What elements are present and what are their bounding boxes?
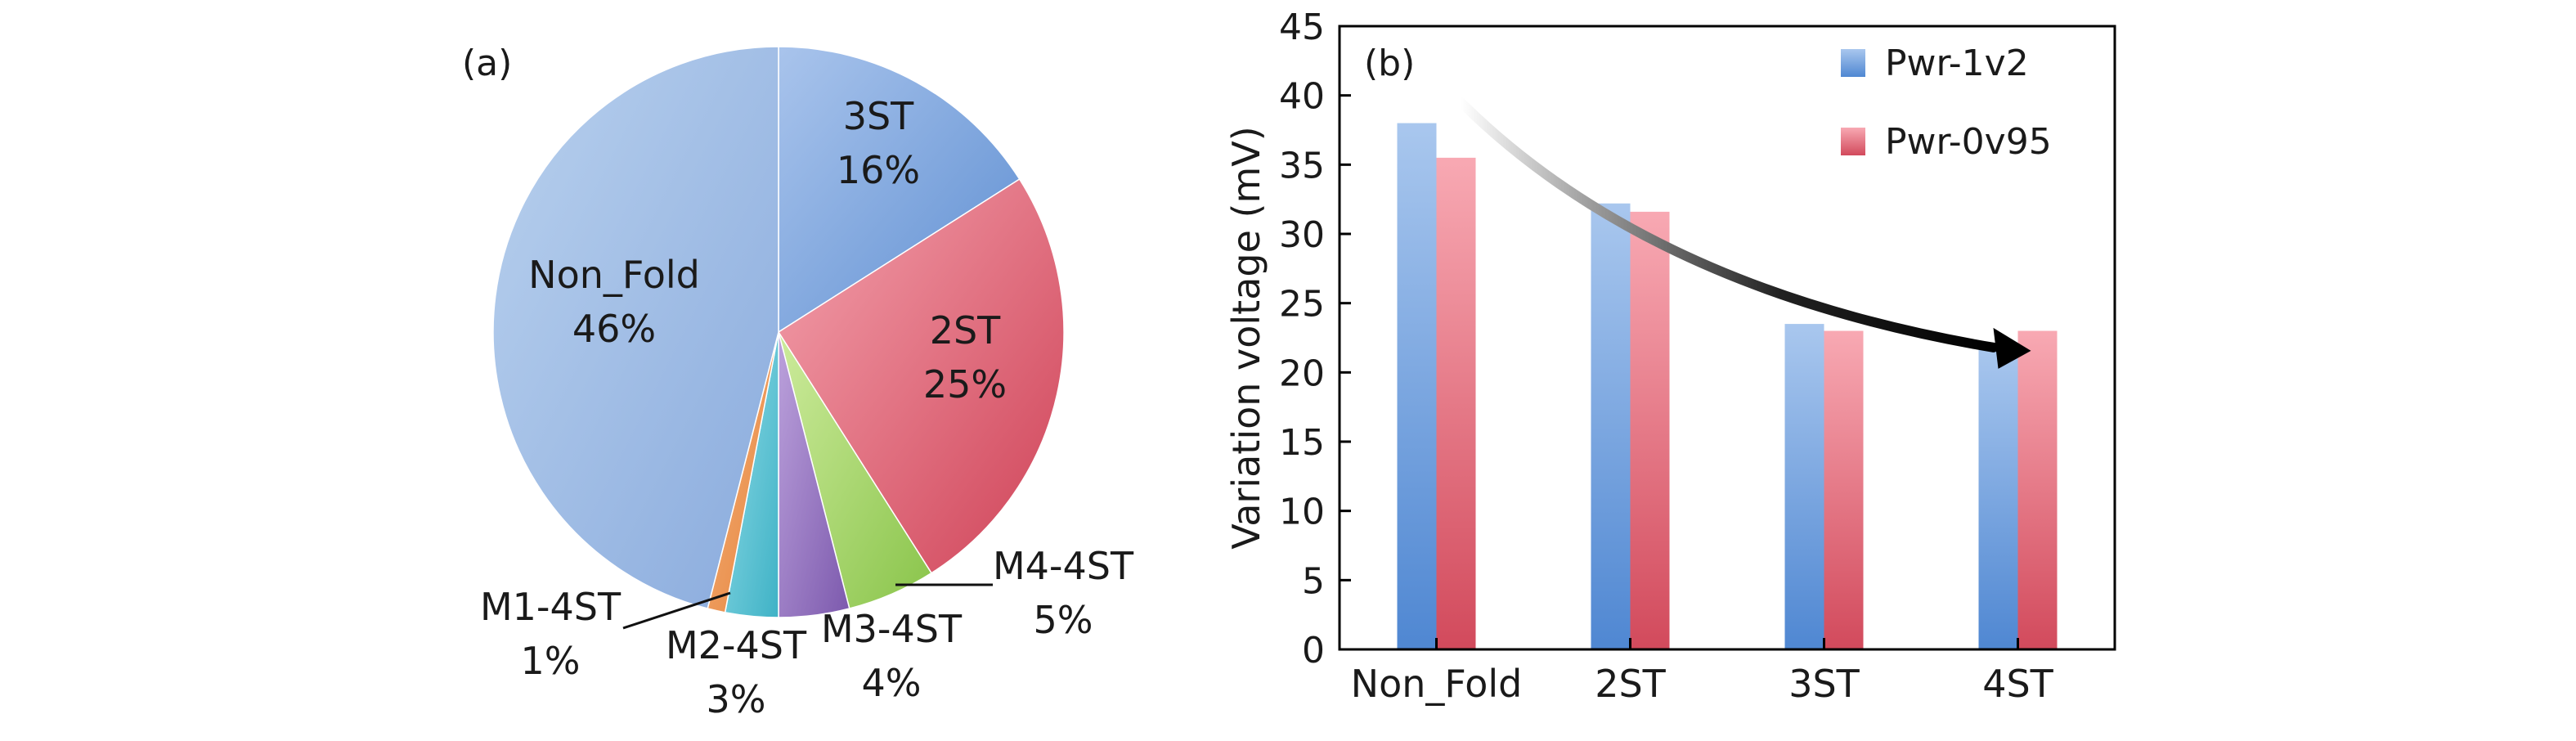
- pie-label-name: M3-4ST: [821, 607, 963, 651]
- pie-leader-lines: [622, 583, 993, 630]
- y-axis-ticks: 0 5 10 15 20 25 30 35 40 45: [1279, 7, 1351, 671]
- y-tick-label: 10: [1279, 492, 1325, 533]
- pie-label-percent: 16%: [837, 148, 920, 192]
- x-tick-label: Non_Fold: [1351, 662, 1523, 706]
- pie-slice-2st: [777, 177, 1065, 574]
- trend-arrow-shaft: [1456, 97, 1999, 353]
- y-tick-label: 20: [1279, 353, 1325, 394]
- legend-label: Pwr-0v95: [1885, 121, 2052, 163]
- y-tick-label: 25: [1279, 284, 1325, 326]
- bar-pwr-0v95-2st: [1630, 211, 1670, 649]
- bar-pwr-0v95-3st: [1824, 330, 1864, 649]
- bar-pwr-0v95-4st: [2017, 330, 2058, 649]
- legend-swatch: [1841, 128, 1865, 155]
- pie-slice-3st: [778, 46, 1021, 334]
- y-tick-label: 0: [1302, 630, 1325, 671]
- pie-label-percent: 1%: [521, 639, 581, 683]
- bar-chart-panel: 0 5 10 15 20 25 30 35 40 45 Non_Fold 2ST 3ST 4ST Var…: [1224, 7, 2116, 706]
- x-tick-label: 4ST: [1982, 662, 2053, 706]
- legend-swatch: [1841, 49, 1865, 77]
- pie-chart-panel: (a) 3ST 16% 2ST 25% M4-4ST 5% M3-4ST 4% M2-4ST 3%…: [462, 43, 1134, 721]
- bars: [1397, 123, 2058, 650]
- legend-label: Pwr-1v2: [1885, 43, 2029, 84]
- y-tick-label: 5: [1302, 560, 1325, 602]
- bar-pwr-1v2-2st: [1591, 203, 1631, 649]
- bar-pwr-0v95-non-fold: [1436, 157, 1476, 649]
- trend-arrow-head: [1993, 327, 2031, 369]
- y-tick-label: 15: [1279, 422, 1325, 464]
- pie-leader-line: [622, 591, 731, 630]
- pie-label-percent: 25%: [923, 362, 1007, 406]
- pie-slice-non-fold: [492, 46, 779, 609]
- panel-a-label: (a): [462, 43, 512, 84]
- panel-b-label: (b): [1364, 43, 1415, 84]
- y-tick-label: 30: [1279, 214, 1325, 256]
- pie-label-name: M2-4ST: [666, 623, 807, 667]
- x-tick-label: 2ST: [1595, 662, 1666, 706]
- x-axis-tick-labels: Non_Fold 2ST 3ST 4ST: [1351, 638, 2054, 706]
- y-axis-label: Variation voltage (mV): [1224, 126, 1268, 549]
- trend-arrow: [1456, 97, 2031, 369]
- pie-label-name: 3ST: [843, 94, 914, 138]
- pie-label-percent: 3%: [707, 677, 766, 721]
- y-tick-label: 45: [1279, 7, 1325, 48]
- pie-label-percent: 4%: [862, 661, 922, 705]
- pie-label-name: Non_Fold: [528, 253, 700, 297]
- bar-pwr-1v2-non-fold: [1397, 123, 1437, 650]
- pie-labels: 3ST 16% 2ST 25% M4-4ST 5% M3-4ST 4% M2-4ST 3% M1-4…: [480, 94, 1134, 721]
- y-tick-label: 40: [1279, 76, 1325, 118]
- pie-label-name: 2ST: [930, 308, 1001, 353]
- pie-slices: [492, 46, 1065, 618]
- y-tick-label: 35: [1279, 145, 1325, 186]
- pie-label-name: M4-4ST: [993, 544, 1134, 588]
- bar-pwr-1v2-4st: [1978, 344, 2018, 649]
- pie-label-name: M1-4ST: [480, 585, 622, 629]
- legend: Pwr-1v2 Pwr-0v95: [1841, 43, 2052, 163]
- bar-pwr-1v2-3st: [1784, 324, 1824, 649]
- x-tick-label: 3ST: [1788, 662, 1860, 706]
- pie-label-percent: 5%: [1034, 598, 1093, 642]
- pie-label-percent: 46%: [572, 307, 656, 351]
- plot-frame: [1338, 25, 2116, 651]
